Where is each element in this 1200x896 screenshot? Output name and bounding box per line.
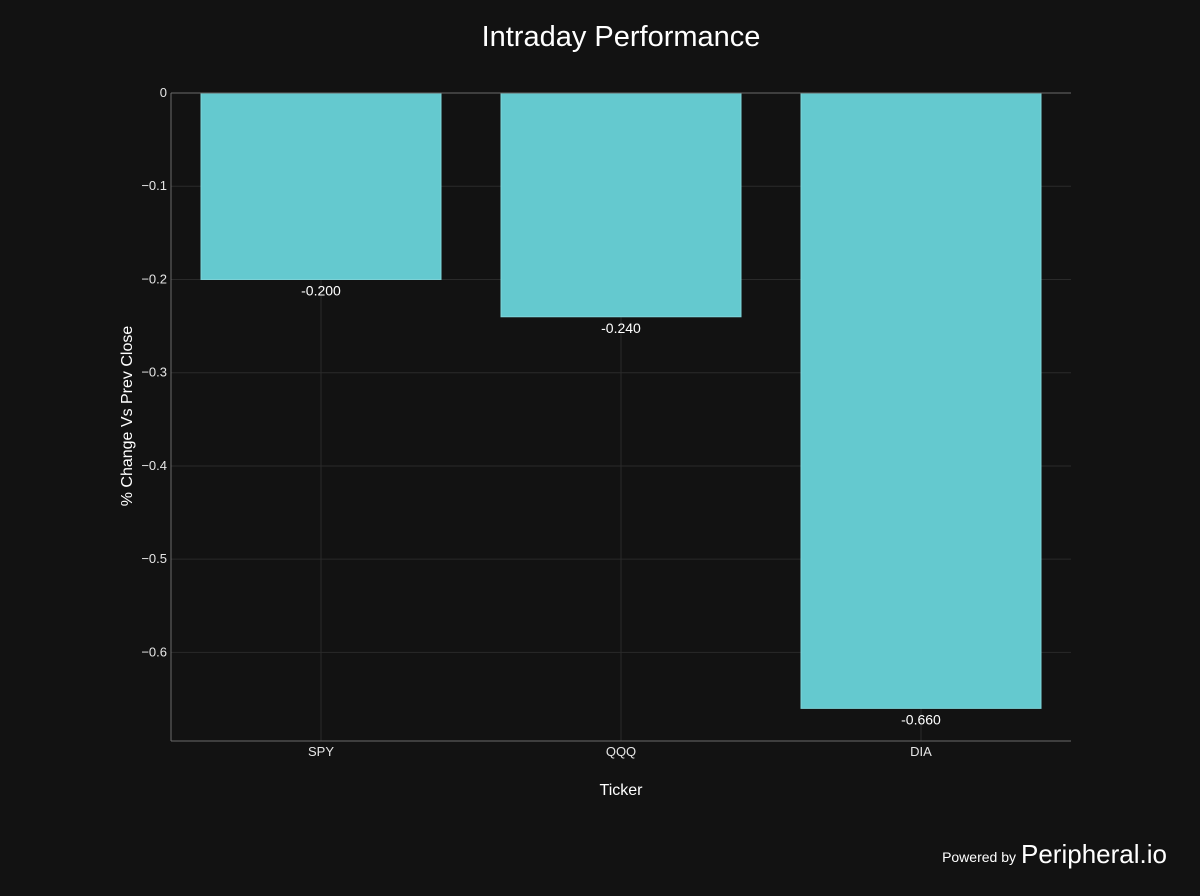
data-label-spy: -0.200	[301, 282, 341, 298]
y-tick-label: −0.4	[141, 458, 167, 473]
footer-powered-by: Powered by	[942, 849, 1016, 865]
axes	[170, 92, 1071, 742]
bar-qqq	[500, 92, 742, 318]
y-tick-label: −0.5	[141, 551, 167, 566]
bars	[200, 92, 1042, 709]
footer-brand: Peripheral.io	[1021, 839, 1167, 869]
y-tick-label: −0.3	[141, 365, 167, 380]
data-labels: -0.200 -0.240 -0.660	[301, 282, 941, 727]
x-axis-title: Ticker	[600, 782, 644, 799]
y-tick-label: −0.1	[141, 178, 167, 193]
bar-dia	[800, 92, 1042, 709]
bar-spy	[200, 92, 442, 280]
y-tick-label: 0	[160, 85, 167, 100]
y-tick-labels: 0 −0.1 −0.2 −0.3 −0.4 −0.5 −0.6	[141, 85, 167, 659]
x-tick-label: QQQ	[606, 744, 636, 759]
data-label-qqq: -0.240	[601, 320, 641, 336]
chart-title: Intraday Performance	[482, 21, 761, 53]
x-tick-label: DIA	[910, 744, 932, 759]
y-tick-label: −0.6	[141, 644, 167, 659]
y-axis-title: % Change Vs Prev Close	[119, 326, 136, 507]
x-tick-labels: SPY QQQ DIA	[308, 744, 932, 759]
y-tick-label: −0.2	[141, 271, 167, 286]
data-label-dia: -0.660	[901, 711, 941, 727]
x-tick-label: SPY	[308, 744, 334, 759]
